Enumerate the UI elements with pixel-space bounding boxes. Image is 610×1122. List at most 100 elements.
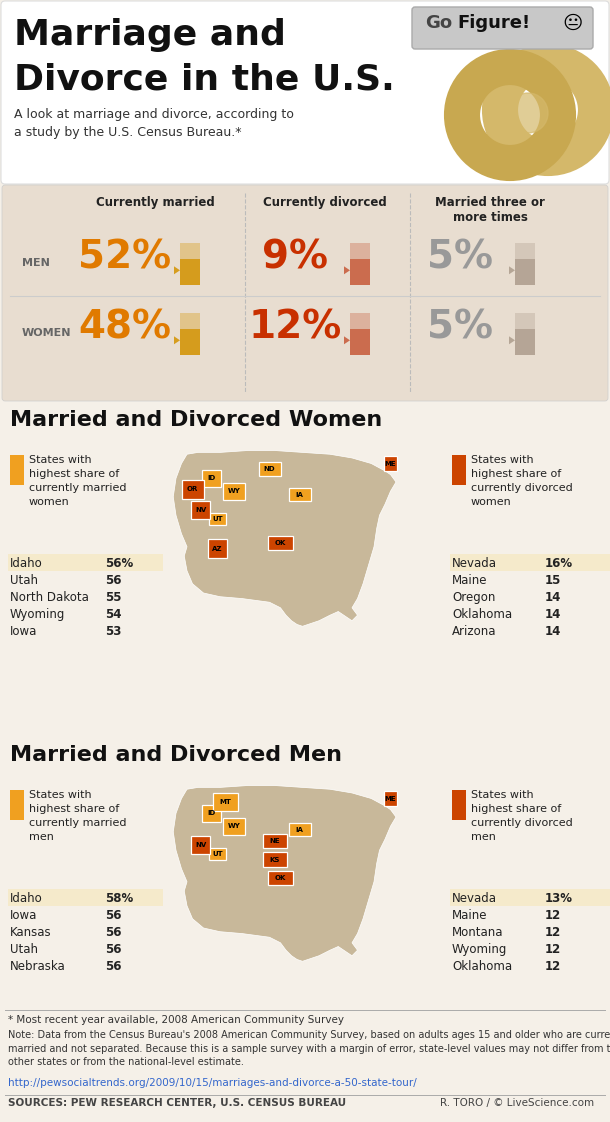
Text: KS: KS [270, 856, 280, 863]
Text: Nevada: Nevada [452, 892, 497, 905]
Bar [515, 329, 535, 355]
Bar [450, 554, 610, 571]
Polygon shape [344, 266, 350, 274]
Bar [202, 470, 221, 487]
Bar [202, 804, 221, 821]
Bar [268, 535, 293, 551]
Text: * Most recent year available, 2008 American Community Survey: * Most recent year available, 2008 Ameri… [8, 1015, 344, 1026]
Text: 14: 14 [545, 625, 561, 638]
Text: Currently married: Currently married [96, 196, 214, 209]
Text: OR: OR [187, 487, 198, 493]
Text: 5%: 5% [427, 309, 493, 346]
Text: AZ: AZ [212, 545, 223, 552]
Text: Utah: Utah [10, 574, 38, 587]
Text: States with
highest share of
currently divorced
men: States with highest share of currently d… [471, 790, 573, 842]
Text: A look at marriage and divorce, according to
a study by the U.S. Census Bureau.*: A look at marriage and divorce, accordin… [14, 108, 294, 139]
Circle shape [508, 93, 548, 134]
Text: 56: 56 [105, 942, 121, 956]
Text: UT: UT [212, 516, 223, 522]
Text: NE: NE [270, 838, 281, 844]
Polygon shape [173, 785, 396, 962]
Text: 14: 14 [545, 608, 561, 620]
Bar [384, 457, 397, 471]
Text: Married and Divorced Women: Married and Divorced Women [10, 410, 382, 430]
Bar [180, 259, 200, 285]
Text: IA: IA [296, 827, 304, 833]
FancyBboxPatch shape [1, 1, 609, 184]
Bar [384, 791, 397, 806]
Text: Currently divorced: Currently divorced [263, 196, 387, 209]
Text: Wyoming: Wyoming [10, 608, 65, 620]
Text: 12%: 12% [248, 309, 342, 346]
Bar [209, 513, 226, 525]
Bar [350, 313, 370, 355]
Bar [209, 847, 226, 861]
Bar [223, 818, 245, 835]
Text: Marriage and: Marriage and [14, 18, 286, 52]
Text: MT: MT [220, 799, 231, 806]
Text: 12: 12 [545, 960, 561, 973]
Text: Oklahoma: Oklahoma [452, 608, 512, 620]
Text: Idaho: Idaho [10, 892, 43, 905]
Text: 55: 55 [105, 591, 121, 604]
Text: Maine: Maine [452, 909, 487, 922]
Text: Montana: Montana [452, 926, 503, 939]
Text: 9%: 9% [262, 238, 328, 276]
Bar [452, 790, 466, 820]
Bar [289, 824, 310, 836]
Text: ME: ME [385, 460, 397, 467]
Text: 12: 12 [545, 942, 561, 956]
Text: 52%: 52% [79, 238, 171, 276]
Text: 54: 54 [105, 608, 121, 620]
Bar [180, 329, 200, 355]
Text: Arizona: Arizona [452, 625, 497, 638]
Bar [259, 461, 281, 477]
Bar [515, 243, 535, 285]
Bar [450, 889, 610, 905]
Bar [182, 480, 204, 498]
Text: ME: ME [385, 795, 397, 801]
Bar [289, 488, 310, 502]
Text: SOURCES: PEW RESEARCH CENTER, U.S. CENSUS BUREAU: SOURCES: PEW RESEARCH CENTER, U.S. CENSU… [8, 1098, 346, 1109]
Text: ID: ID [207, 810, 216, 817]
Text: NV: NV [195, 507, 206, 513]
Bar [350, 243, 370, 285]
Text: States with
highest share of
currently married
women: States with highest share of currently m… [29, 456, 126, 507]
Bar [452, 456, 466, 485]
Text: 14: 14 [545, 591, 561, 604]
Text: 58%: 58% [105, 892, 133, 905]
Text: Go: Go [425, 13, 452, 33]
FancyBboxPatch shape [2, 185, 608, 401]
Text: Nevada: Nevada [452, 557, 497, 570]
Text: 😐: 😐 [562, 13, 583, 33]
Text: States with
highest share of
currently divorced
women: States with highest share of currently d… [471, 456, 573, 507]
Bar [8, 554, 163, 571]
Bar [263, 834, 287, 848]
Text: 5%: 5% [427, 238, 493, 276]
Polygon shape [344, 337, 350, 344]
Text: Kansas: Kansas [10, 926, 52, 939]
Bar [10, 456, 24, 485]
FancyBboxPatch shape [412, 7, 593, 49]
Bar [10, 790, 24, 820]
Bar [515, 313, 535, 355]
Polygon shape [174, 266, 180, 274]
Text: 56: 56 [105, 574, 121, 587]
Text: Iowa: Iowa [10, 625, 37, 638]
Text: ID: ID [207, 476, 216, 481]
Bar [268, 871, 293, 885]
Text: Idaho: Idaho [10, 557, 43, 570]
Bar [350, 259, 370, 285]
Text: 56: 56 [105, 926, 121, 939]
Text: 53: 53 [105, 625, 121, 638]
Bar [207, 540, 227, 558]
Bar [213, 793, 238, 811]
Text: ND: ND [264, 466, 275, 472]
Text: Maine: Maine [452, 574, 487, 587]
Text: 13%: 13% [545, 892, 573, 905]
Text: 56: 56 [105, 909, 121, 922]
Bar [180, 243, 200, 285]
Text: 12: 12 [545, 909, 561, 922]
Polygon shape [174, 337, 180, 344]
Bar [180, 313, 200, 355]
